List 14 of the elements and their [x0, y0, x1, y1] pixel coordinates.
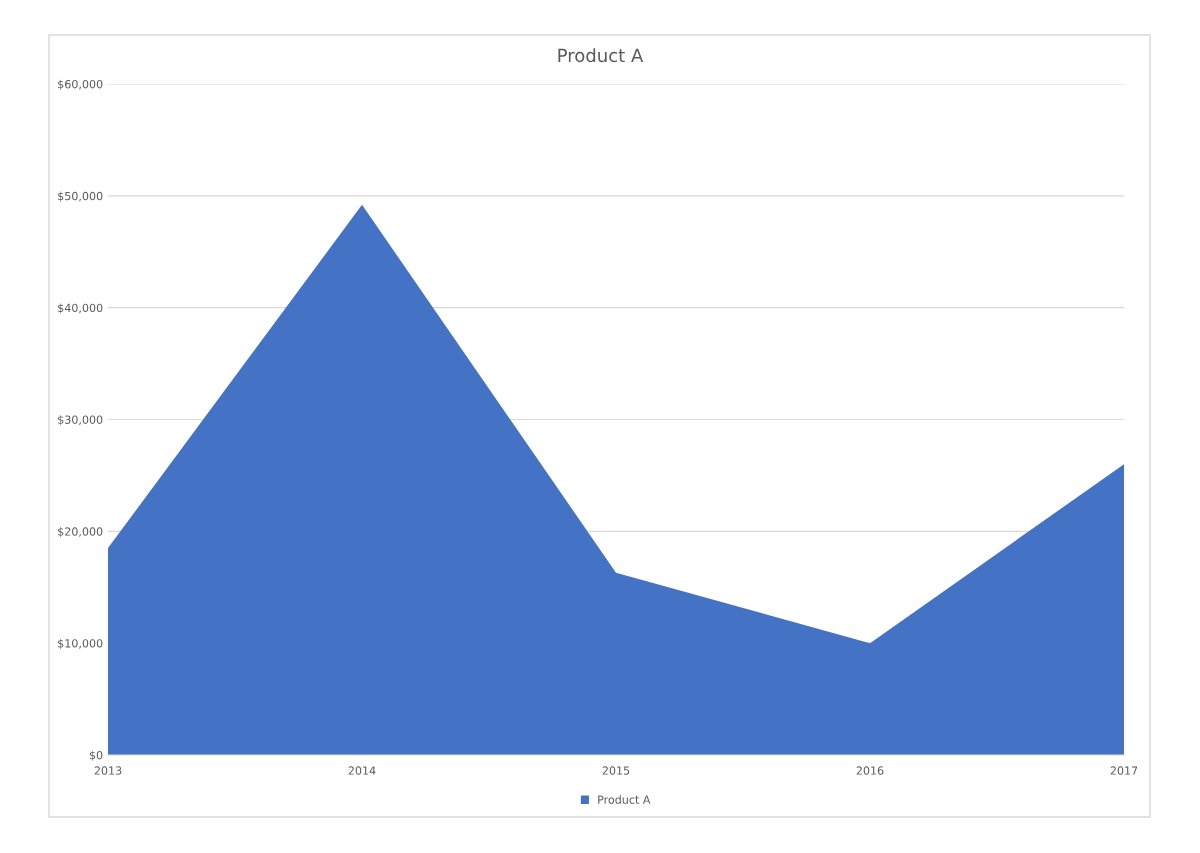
y-tick-label: $50,000 — [58, 191, 103, 202]
y-tick-label: $20,000 — [58, 527, 103, 538]
y-tick-label: $0 — [89, 750, 103, 761]
chart-title: Product A — [558, 48, 644, 63]
y-tick-label: $40,000 — [58, 303, 103, 314]
y-tick-label: $10,000 — [58, 638, 103, 650]
x-tick-label: 2014 — [348, 766, 376, 775]
x-tick-label: 2015 — [602, 766, 630, 775]
legend-label: Product A — [598, 795, 651, 804]
x-tick-label: 2013 — [94, 766, 122, 775]
x-tick-label: 2016 — [856, 766, 884, 775]
x-tick-label: 2017 — [1110, 766, 1138, 775]
y-tick-label: $60,000 — [58, 79, 103, 90]
y-tick-label: $30,000 — [58, 415, 103, 426]
